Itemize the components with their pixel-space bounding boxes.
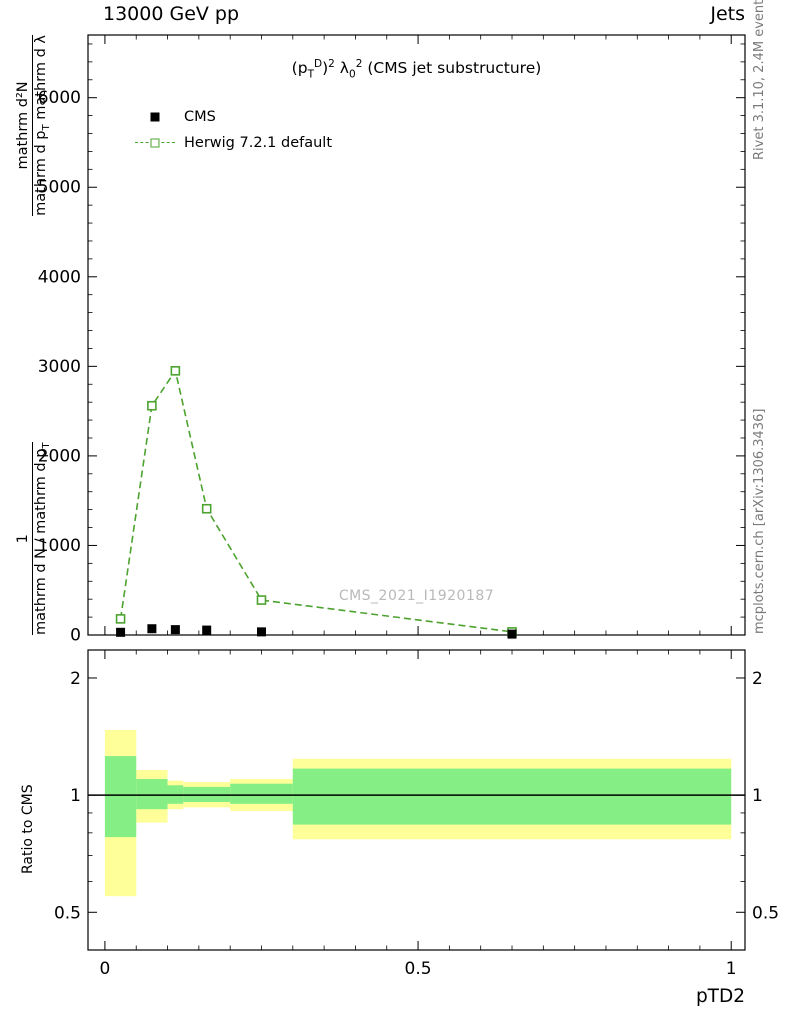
ratio-y-tick-label-left: 2 (70, 669, 81, 689)
header-beam-energy: 13000 GeV pp (103, 3, 240, 25)
main-y-tick-label: 5000 (38, 178, 81, 198)
uncertainty-band-inner (230, 783, 293, 804)
cms-marker (256, 627, 266, 637)
main-y-tick-label: 6000 (38, 88, 81, 108)
ratio-y-tick-label-left: 0.5 (54, 903, 81, 923)
ratio-y-axis-label: Ratio to CMS (20, 784, 36, 874)
ratio-plot-canvas: 0.5 0.5 1 1 2 2 0 0.5 1 (54, 649, 779, 979)
ylabel-frac2-numerator: mathrm d²N (14, 81, 31, 170)
plot-title-segment: (p (291, 59, 308, 78)
plot-title-segment: 0 (348, 68, 356, 81)
plot-title-segment: T (307, 68, 314, 81)
mcplots-reference-label: mcplots.cern.ch [arXiv:1306.3436] (752, 408, 767, 634)
plot-title: (pTD)2 λ02 (CMS jet substructure) (88, 58, 745, 80)
uncertainty-band-inner (292, 768, 732, 825)
uncertainty-band-inner (136, 779, 168, 810)
plot-title-segment: ) (322, 59, 329, 78)
x-tick-label: 0 (99, 959, 110, 979)
main-y-tick-label: 3000 (38, 357, 81, 377)
x-axis-label: pTD2 (695, 986, 745, 1007)
herwig-line (119, 368, 513, 633)
ylabel-frac1-numerator: 1 (14, 534, 31, 544)
ylabel-fraction-1: 1 mathrm d N / mathrm d pT (15, 442, 54, 635)
herwig-marker (170, 366, 181, 376)
herwig-open-square-dashed-icon (135, 135, 175, 151)
ylabel-text: mathrm d N / mathrm d p (33, 448, 50, 635)
ylabel-text: mathrm d λ (33, 35, 50, 125)
plot-title-segment: λ (334, 59, 349, 78)
cms-marker (202, 625, 212, 635)
herwig-marker (147, 400, 157, 411)
herwig-marker (115, 614, 126, 624)
ylabel-subscript: T (41, 442, 53, 449)
herwig-marker (201, 503, 212, 514)
ylabel-frac1-denominator: mathrm d N / mathrm d pT (33, 442, 53, 635)
plot-title-segment: D (314, 58, 323, 70)
legend-label-herwig: Herwig 7.2.1 default (184, 135, 333, 151)
cms-marker (147, 624, 157, 634)
uncertainty-band-inner (104, 756, 137, 838)
ylabel-frac2-denominator: mathrm d pT mathrm d λ (33, 35, 53, 216)
main-plot-frame (87, 34, 746, 636)
main-y-tick-label: 2000 (38, 446, 81, 466)
main-y-tick-label: 4000 (38, 267, 81, 287)
legend-label-cms: CMS (184, 109, 216, 125)
legend-item-cms: CMS (135, 104, 332, 130)
x-tick-label: 1 (726, 959, 737, 979)
watermark-label: CMS_2021_I1920187 (338, 588, 495, 604)
cms-marker (116, 627, 126, 637)
legend-item-herwig: Herwig 7.2.1 default (135, 130, 332, 156)
legend: CMS Herwig 7.2.1 default (135, 104, 332, 156)
plot-title-segment: 2 (355, 58, 363, 70)
plot-title-segment: (CMS jet substructure) (362, 59, 542, 78)
ratio-y-tick-label-left: 1 (70, 786, 81, 806)
ylabel-text: mathrm d p (33, 130, 50, 216)
cms-marker (170, 625, 180, 635)
header-analysis-group: Jets (710, 3, 745, 25)
main-y-axis-label: 1 mathrm d N / mathrm d pT mathrm d²N ma… (6, 35, 62, 635)
ylabel-fraction-2: mathrm d²N mathrm d pT mathrm d λ (15, 35, 54, 216)
main-y-tick-label: 1000 (38, 536, 81, 556)
plot-title-segment: 2 (328, 58, 335, 70)
ratio-y-tick-label-right: 0.5 (752, 903, 779, 923)
main-plot-canvas: 0 1000 2000 3000 4000 5000 6000 (38, 34, 746, 646)
ratio-plot-frame (87, 649, 746, 951)
main-y-tick-label: 0 (70, 626, 81, 646)
ylabel-subscript: T (41, 124, 53, 131)
cms-filled-square-icon (135, 109, 175, 125)
rivet-version-label: Rivet 3.1.10, 2.4M events (752, 0, 767, 160)
ratio-y-tick-label-right: 2 (752, 669, 763, 689)
cms-marker (507, 629, 517, 639)
herwig-marker (256, 595, 267, 605)
x-tick-label: 0.5 (405, 959, 432, 979)
ratio-y-tick-label-right: 1 (752, 786, 763, 806)
